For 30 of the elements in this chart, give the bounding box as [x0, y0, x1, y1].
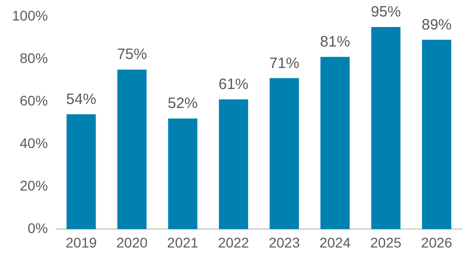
bar — [270, 78, 299, 230]
y-tick-label: 40% — [20, 134, 48, 151]
y-tick-label: 100% — [12, 7, 48, 24]
data-label: 61% — [218, 76, 249, 94]
x-tick-label: 2022 — [218, 234, 250, 250]
bar — [66, 114, 96, 230]
data-label: 54% — [66, 90, 96, 108]
data-label: 75% — [116, 46, 147, 64]
data-label: 89% — [422, 16, 452, 34]
x-tick-label: 2020 — [116, 234, 148, 250]
bar — [422, 40, 452, 230]
y-tick-label: 20% — [20, 178, 48, 194]
bar — [117, 70, 147, 230]
x-tick-label: 2023 — [268, 234, 300, 250]
bar — [218, 99, 248, 230]
x-tick-label: 2024 — [319, 234, 351, 250]
x-tick-label: 2021 — [167, 234, 199, 250]
bar — [168, 118, 198, 230]
x-tick-label: 2019 — [66, 234, 97, 250]
x-tick-label: 2026 — [421, 234, 452, 250]
y-tick-label: 0% — [28, 220, 48, 236]
bar — [371, 27, 400, 230]
data-label: 71% — [269, 54, 300, 72]
bar — [320, 56, 350, 230]
data-label: 52% — [168, 95, 198, 112]
x-tick-label: 2025 — [370, 234, 402, 250]
y-tick-label: 80% — [20, 50, 48, 66]
data-label: 95% — [370, 4, 401, 21]
y-tick-label: 60% — [20, 92, 48, 108]
data-label: 81% — [320, 33, 350, 50]
